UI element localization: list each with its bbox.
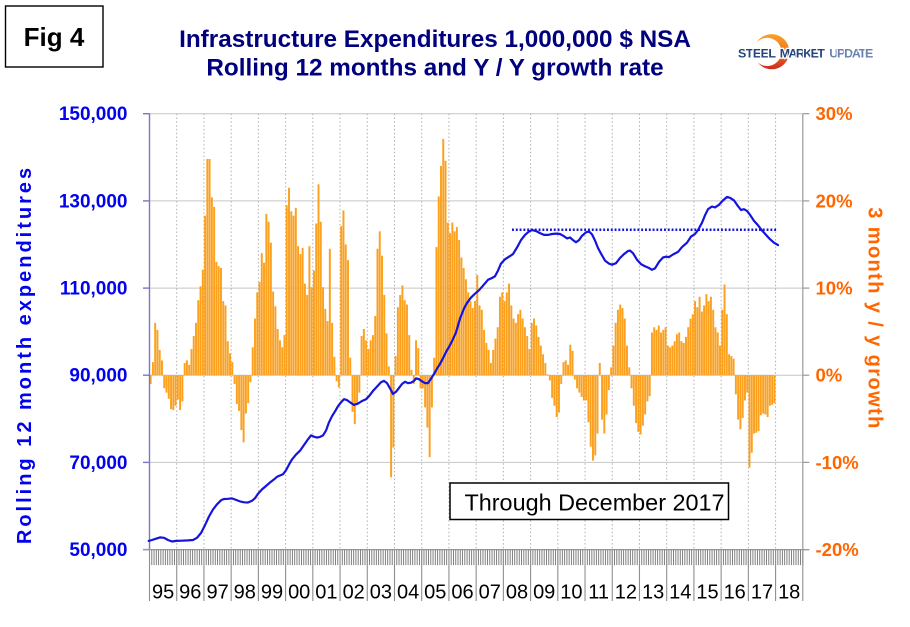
svg-text:130,000: 130,000 xyxy=(59,191,128,212)
svg-text:30%: 30% xyxy=(816,103,853,124)
svg-text:13: 13 xyxy=(642,582,664,604)
svg-text:17: 17 xyxy=(751,582,773,604)
svg-text:50,000: 50,000 xyxy=(69,540,127,561)
svg-text:06: 06 xyxy=(451,582,473,604)
svg-text:16: 16 xyxy=(724,582,746,604)
svg-text:Through December 2017: Through December 2017 xyxy=(464,490,724,516)
svg-text:MARKET: MARKET xyxy=(780,46,825,60)
svg-text:99: 99 xyxy=(261,582,283,604)
svg-text:UPDATE: UPDATE xyxy=(829,46,873,60)
svg-text:12: 12 xyxy=(615,582,637,604)
svg-text:07: 07 xyxy=(479,582,501,604)
svg-text:-20%: -20% xyxy=(816,539,859,560)
svg-text:0%: 0% xyxy=(816,365,843,386)
svg-text:14: 14 xyxy=(669,582,691,604)
svg-text:20%: 20% xyxy=(816,190,853,211)
svg-text:00: 00 xyxy=(288,582,310,604)
svg-text:15: 15 xyxy=(696,582,718,604)
svg-text:Rolling 12 month expenditures: Rolling 12 month expenditures xyxy=(14,165,36,544)
svg-text:02: 02 xyxy=(343,582,365,604)
svg-text:Infrastructure Expenditures 1,: Infrastructure Expenditures 1,000,000 $ … xyxy=(179,26,691,53)
svg-text:Fig 4: Fig 4 xyxy=(24,22,85,52)
svg-text:90,000: 90,000 xyxy=(69,366,127,387)
svg-text:3 month y / y growth: 3 month y / y growth xyxy=(864,207,886,429)
svg-text:-10%: -10% xyxy=(816,452,859,473)
svg-text:150,000: 150,000 xyxy=(59,104,128,125)
svg-text:98: 98 xyxy=(234,582,256,604)
svg-text:03: 03 xyxy=(370,582,392,604)
svg-text:01: 01 xyxy=(315,582,337,604)
svg-text:97: 97 xyxy=(206,582,228,604)
svg-text:09: 09 xyxy=(533,582,555,604)
svg-text:04: 04 xyxy=(397,582,419,604)
svg-text:05: 05 xyxy=(424,582,446,604)
svg-text:10: 10 xyxy=(560,582,582,604)
svg-text:95: 95 xyxy=(152,582,174,604)
svg-text:10%: 10% xyxy=(816,278,853,299)
svg-text:STEEL: STEEL xyxy=(738,46,776,60)
svg-text:18: 18 xyxy=(778,582,800,604)
svg-text:08: 08 xyxy=(506,582,528,604)
svg-text:96: 96 xyxy=(179,582,201,604)
svg-text:Rolling 12 months and Y / Y gr: Rolling 12 months and Y / Y growth rate xyxy=(206,55,663,82)
svg-text:70,000: 70,000 xyxy=(69,453,127,474)
svg-text:110,000: 110,000 xyxy=(60,279,128,300)
svg-text:11: 11 xyxy=(588,582,609,604)
